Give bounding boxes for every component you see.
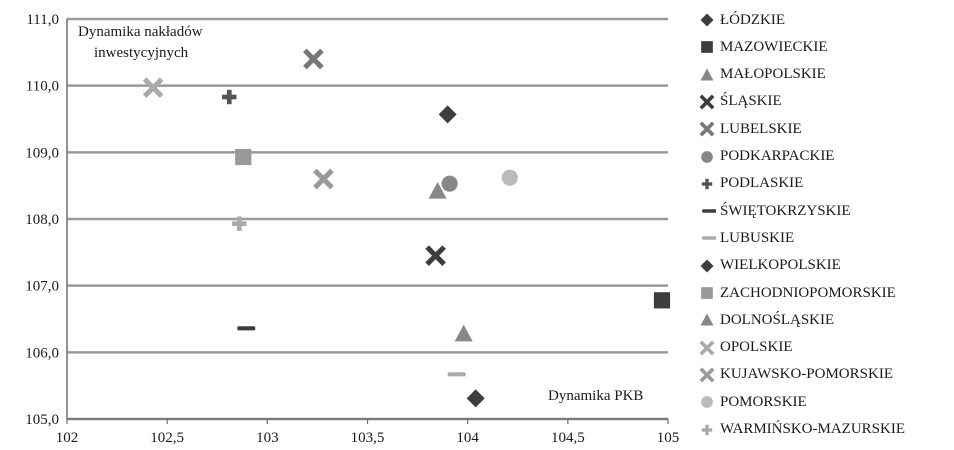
point-wielkopolskie <box>466 389 485 408</box>
legend-marker <box>701 287 713 299</box>
point-opolskie <box>142 77 164 98</box>
legend-marker <box>700 259 714 273</box>
legend-label: PODLASKIE <box>720 175 804 192</box>
legend-item: POMORSKIE <box>698 391 807 413</box>
point-śląskie <box>425 245 446 266</box>
x-axis-title: Dynamika PKB <box>548 388 643 404</box>
legend-label: MAŁOPOLSKIE <box>720 66 826 83</box>
point-świętokrzyskie <box>237 326 256 331</box>
y-axis-title-line2: inwestycyjnych <box>94 45 189 61</box>
legend-label: ŚWIĘTOKRZYSKIE <box>720 202 851 219</box>
legend-item: ŚLĄSKIE <box>698 91 782 113</box>
point-lubelskie <box>303 48 324 70</box>
legend-label: MAZOWIECKIE <box>720 38 828 55</box>
legend-item: PODKARPACKIE <box>698 146 834 168</box>
point-pomorskie <box>501 169 518 186</box>
x-tick-label: 103 <box>256 430 279 446</box>
point-lubuskie <box>447 372 466 377</box>
legend-item: ŚWIĘTOKRZYSKIE <box>698 200 851 222</box>
legend-label: ZACHODNIOPOMORSKIE <box>720 284 896 301</box>
legend-marker <box>701 150 713 163</box>
point-kujawsko-pomorskie <box>313 168 334 190</box>
legend-marker <box>701 41 713 54</box>
legend-marker <box>700 13 714 27</box>
y-axis-title-line1: Dynamika nakładów <box>78 24 203 40</box>
legend-marker <box>701 396 713 409</box>
legend-label: PODKARPACKIE <box>720 148 835 164</box>
y-tick-label: 107,0 <box>25 279 59 295</box>
legend-label: WIELKOPOLSKIE <box>720 257 841 274</box>
legend-marker <box>700 68 714 81</box>
legend-item: LUBELSKIE <box>698 118 802 140</box>
x-tick-label: 104,5 <box>551 430 585 446</box>
x-tick-labels: 102 102,5 103 103,5 104 104,5 105 <box>56 430 680 446</box>
x-tick-label: 105 <box>657 430 680 446</box>
y-tick-label: 110,0 <box>26 79 59 95</box>
legend-label: LUBUSKIE <box>720 229 795 246</box>
gridlines <box>67 17 668 421</box>
legend-label: LUBELSKIE <box>720 120 802 137</box>
y-tick-label: 111,0 <box>26 12 59 28</box>
point-podkarpackie <box>441 175 458 192</box>
legend-marker <box>699 340 715 356</box>
legend-item: ZACHODNIOPOMORSKIE <box>698 282 896 304</box>
legend-label: WARMIŃSKO-MAZURSKIE <box>720 421 906 437</box>
y-tick-label: 106,0 <box>25 345 59 361</box>
point-zachodniopomorskie <box>235 148 252 166</box>
x-tick-label: 104 <box>456 430 479 446</box>
y-tick-labels: 105,0 106,0 107,0 108,0 109,0 110,0 111,0 <box>25 12 59 428</box>
legend-item: ŁÓDZKIE <box>698 9 785 31</box>
legend-label: POMORSKIE <box>720 393 807 410</box>
point-dolnośląskie <box>454 324 473 342</box>
point-małopolskie <box>428 182 447 199</box>
y-tick-label: 108,0 <box>25 212 59 228</box>
legend-item: LUBUSKIE <box>698 227 794 249</box>
legend-marker <box>702 236 716 241</box>
x-tick-label: 102,5 <box>150 430 184 446</box>
legend-label: KUJAWSKO-POMORSKIE <box>720 366 893 383</box>
point-warmińsko-mazurskie <box>232 216 247 231</box>
legend-marker <box>700 313 714 326</box>
legend-label: ŁÓDZKIE <box>720 11 785 28</box>
legend-marker <box>699 121 715 137</box>
legend-marker <box>699 94 715 110</box>
x-tick-label: 103,5 <box>351 430 385 446</box>
y-tick-label: 105,0 <box>25 412 59 428</box>
legend-item: MAŁOPOLSKIE <box>698 64 826 86</box>
legend-label: DOLNOŚLĄSKIE <box>720 311 835 328</box>
legend-item: OPOLSKIE <box>698 337 793 359</box>
axes <box>66 19 669 424</box>
legend-item: DOLNOŚLĄSKIE <box>698 309 834 331</box>
legend-item: WARMIŃSKO-MAZURSKIE <box>698 419 905 441</box>
legend-item: PODLASKIE <box>698 173 803 195</box>
legend-item: MAZOWIECKIE <box>698 36 827 58</box>
legend-label: ŚLĄSKIE <box>720 93 782 110</box>
legend-marker <box>699 367 715 383</box>
y-tick-label: 109,0 <box>25 145 59 161</box>
legend-item: KUJAWSKO-POMORSKIE <box>698 364 893 386</box>
point-mazowieckie <box>653 292 671 309</box>
legend-marker <box>702 209 716 213</box>
legend-marker <box>701 178 713 189</box>
legend-label: OPOLSKIE <box>720 339 793 356</box>
point-łódzkie <box>438 105 457 124</box>
point-podlaskie <box>222 89 237 105</box>
x-tick-label: 102 <box>56 430 79 446</box>
legend-item: WIELKOPOLSKIE <box>698 255 841 277</box>
legend-marker <box>701 424 713 435</box>
data-points <box>142 48 671 408</box>
